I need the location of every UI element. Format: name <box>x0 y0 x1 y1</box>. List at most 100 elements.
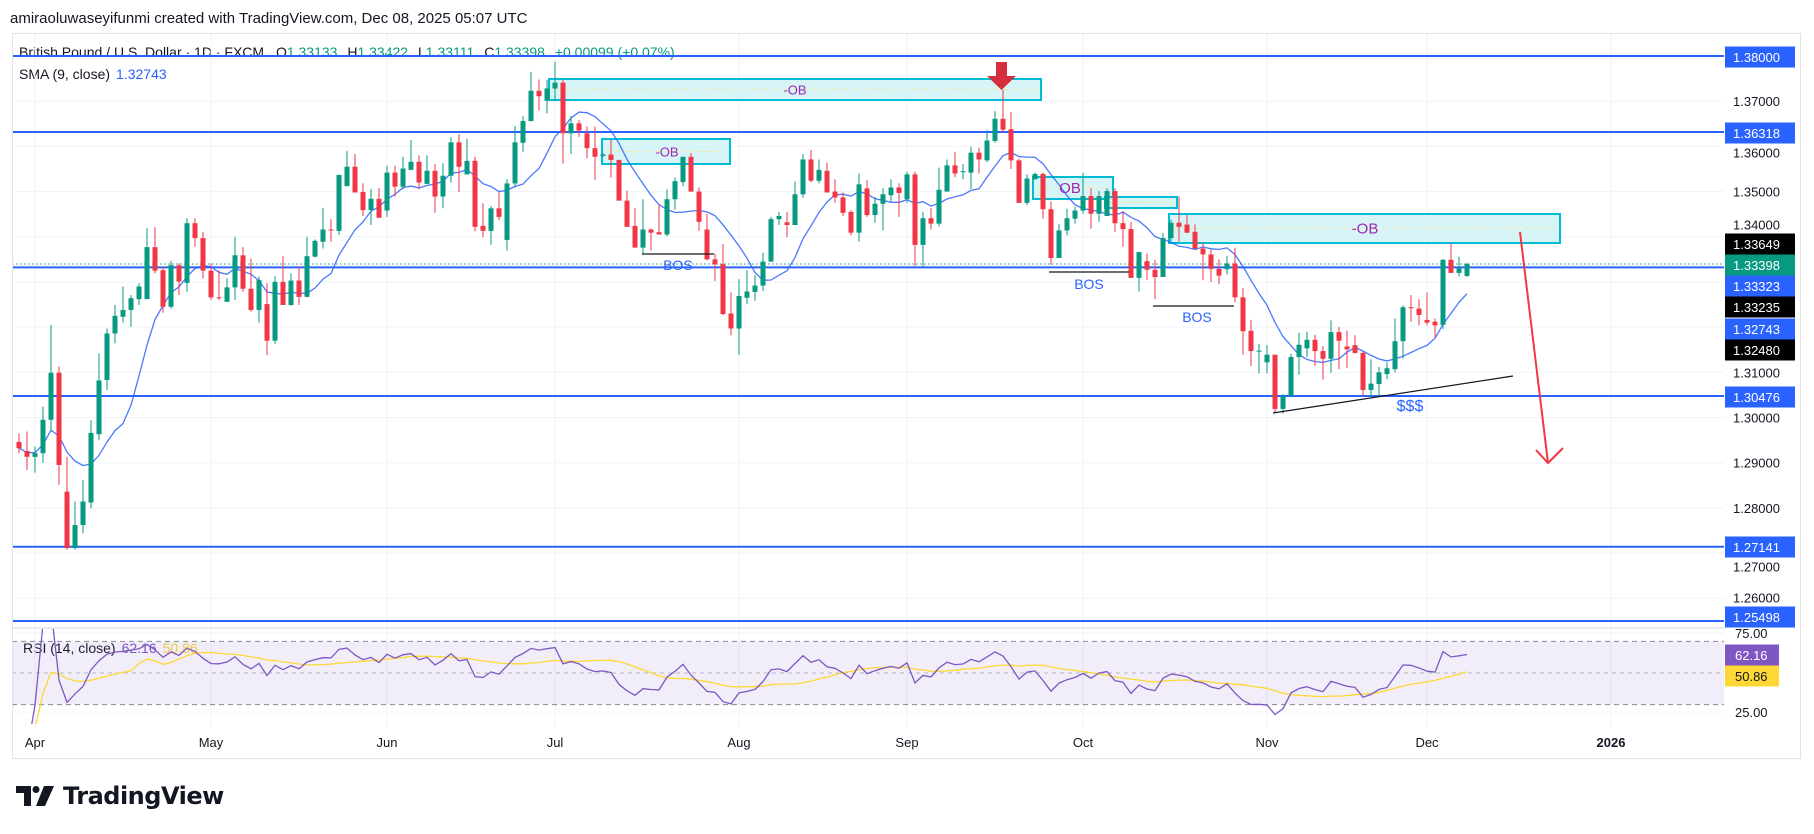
candle[interactable] <box>1376 366 1382 397</box>
candle[interactable] <box>320 207 326 249</box>
candle[interactable] <box>640 199 646 254</box>
candle[interactable] <box>456 134 462 193</box>
candle[interactable] <box>960 164 966 180</box>
candle[interactable] <box>552 61 558 101</box>
price-badge-level[interactable]: 1.36318 <box>1725 122 1795 144</box>
candle[interactable] <box>1280 394 1286 414</box>
candle[interactable] <box>1184 215 1190 234</box>
candle[interactable] <box>632 208 638 248</box>
candle[interactable] <box>200 231 206 279</box>
candle[interactable] <box>1136 251 1142 292</box>
candle[interactable] <box>16 433 22 454</box>
price-badge-last[interactable]: 1.33398 <box>1725 254 1795 276</box>
candle[interactable] <box>1344 330 1350 369</box>
candle[interactable] <box>816 159 822 184</box>
candle[interactable] <box>1248 319 1254 367</box>
candle[interactable] <box>64 456 70 550</box>
candle[interactable] <box>776 211 782 226</box>
candle[interactable] <box>536 79 542 111</box>
candle[interactable] <box>392 165 398 197</box>
candle[interactable] <box>832 179 838 203</box>
rsi-badge[interactable]: 50.86 <box>1725 665 1779 687</box>
candle[interactable] <box>512 126 518 188</box>
candle[interactable] <box>544 79 550 114</box>
sma-line[interactable] <box>18 111 1468 467</box>
candle[interactable] <box>1424 292 1430 326</box>
candle[interactable] <box>384 165 390 217</box>
candle[interactable] <box>248 258 254 312</box>
candle[interactable] <box>696 187 702 231</box>
candle[interactable] <box>1264 345 1270 374</box>
candle[interactable] <box>440 163 446 209</box>
candle[interactable] <box>528 71 534 122</box>
candle[interactable] <box>1416 299 1422 326</box>
candle[interactable] <box>720 243 726 315</box>
candle[interactable] <box>736 279 742 355</box>
candle[interactable] <box>712 253 718 282</box>
candle[interactable] <box>32 446 38 473</box>
candle[interactable] <box>560 79 566 164</box>
candle[interactable] <box>416 155 422 190</box>
order-block-box[interactable] <box>1168 213 1561 244</box>
candle[interactable] <box>784 211 790 238</box>
candle[interactable] <box>656 204 662 235</box>
candle[interactable] <box>1152 259 1158 300</box>
candle[interactable] <box>464 138 470 175</box>
candle[interactable] <box>896 183 902 217</box>
candle[interactable] <box>872 196 878 223</box>
candle[interactable] <box>1296 332 1302 375</box>
candle[interactable] <box>1168 219 1174 242</box>
candle[interactable] <box>1104 188 1110 216</box>
candle[interactable] <box>216 270 222 301</box>
candle[interactable] <box>328 219 334 242</box>
candle[interactable] <box>1368 359 1374 397</box>
candle[interactable] <box>160 266 166 313</box>
candle[interactable] <box>624 190 630 227</box>
candle[interactable] <box>976 147 982 174</box>
candle[interactable] <box>1000 89 1006 133</box>
candle[interactable] <box>192 218 198 247</box>
price-badge-sma[interactable]: 1.32743 <box>1725 318 1795 340</box>
candle[interactable] <box>928 208 934 230</box>
candle[interactable] <box>312 239 318 258</box>
candle[interactable] <box>984 130 990 163</box>
order-block-box[interactable] <box>1032 176 1114 200</box>
candle[interactable] <box>1056 224 1062 258</box>
candle[interactable] <box>1208 249 1214 282</box>
candle[interactable] <box>600 153 606 157</box>
candle[interactable] <box>1336 327 1342 370</box>
candle[interactable] <box>1176 196 1182 242</box>
candle[interactable] <box>592 126 598 180</box>
candle[interactable] <box>152 227 158 274</box>
candle[interactable] <box>128 295 134 327</box>
candle[interactable] <box>56 366 62 485</box>
candle[interactable] <box>704 214 710 261</box>
candle[interactable] <box>1016 158 1022 203</box>
candle[interactable] <box>1224 255 1230 275</box>
candle[interactable] <box>856 173 862 242</box>
price-badge-level[interactable]: 1.30476 <box>1725 386 1795 408</box>
candle[interactable] <box>136 283 142 305</box>
candle[interactable] <box>1320 346 1326 380</box>
time-axis[interactable]: Apr May Jun Jul Aug Sep Oct Nov Dec 2026 <box>25 735 1626 750</box>
candle[interactable] <box>1160 233 1166 277</box>
candle[interactable] <box>120 286 126 323</box>
candle[interactable] <box>488 206 494 245</box>
candle[interactable] <box>1288 353 1294 397</box>
price-badge-level[interactable]: 1.38000 <box>1725 46 1795 68</box>
candle[interactable] <box>1216 259 1222 285</box>
candle[interactable] <box>1240 287 1246 355</box>
candle[interactable] <box>504 179 510 251</box>
candle[interactable] <box>224 278 230 302</box>
candle[interactable] <box>1032 172 1038 180</box>
candle[interactable] <box>1144 253 1150 280</box>
candle[interactable] <box>272 276 278 344</box>
candle[interactable] <box>880 188 886 231</box>
candle[interactable] <box>264 283 270 356</box>
candle[interactable] <box>96 353 102 441</box>
candle[interactable] <box>608 140 614 178</box>
candle[interactable] <box>1192 224 1198 250</box>
rsi-badge[interactable]: 62.16 <box>1725 644 1779 666</box>
candle[interactable] <box>184 218 190 292</box>
